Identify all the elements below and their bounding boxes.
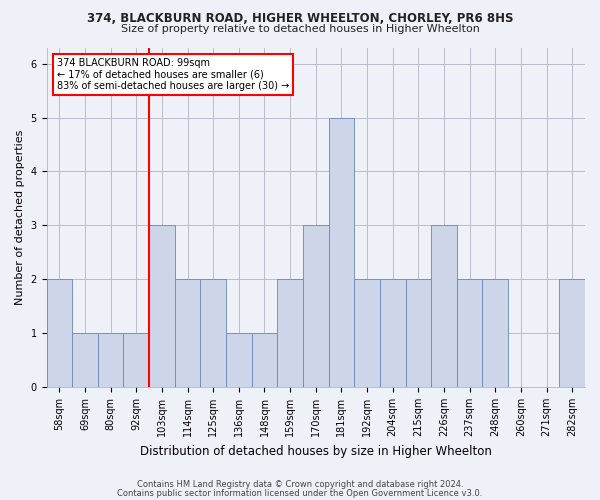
Bar xyxy=(277,280,303,387)
Bar xyxy=(303,226,329,387)
Bar xyxy=(329,118,354,387)
Bar xyxy=(200,280,226,387)
Bar xyxy=(226,333,251,387)
Text: 374, BLACKBURN ROAD, HIGHER WHEELTON, CHORLEY, PR6 8HS: 374, BLACKBURN ROAD, HIGHER WHEELTON, CH… xyxy=(87,12,513,26)
Bar xyxy=(175,280,200,387)
Y-axis label: Number of detached properties: Number of detached properties xyxy=(15,130,25,305)
Bar xyxy=(124,333,149,387)
Bar xyxy=(482,280,508,387)
Text: Contains public sector information licensed under the Open Government Licence v3: Contains public sector information licen… xyxy=(118,489,482,498)
Bar xyxy=(47,280,72,387)
Text: Size of property relative to detached houses in Higher Wheelton: Size of property relative to detached ho… xyxy=(121,24,479,34)
Text: 374 BLACKBURN ROAD: 99sqm
← 17% of detached houses are smaller (6)
83% of semi-d: 374 BLACKBURN ROAD: 99sqm ← 17% of detac… xyxy=(57,58,290,91)
Bar xyxy=(149,226,175,387)
Text: Contains HM Land Registry data © Crown copyright and database right 2024.: Contains HM Land Registry data © Crown c… xyxy=(137,480,463,489)
Bar xyxy=(251,333,277,387)
Bar xyxy=(406,280,431,387)
X-axis label: Distribution of detached houses by size in Higher Wheelton: Distribution of detached houses by size … xyxy=(140,444,492,458)
Bar xyxy=(559,280,585,387)
Bar xyxy=(72,333,98,387)
Bar xyxy=(98,333,124,387)
Bar xyxy=(431,226,457,387)
Bar xyxy=(457,280,482,387)
Bar xyxy=(354,280,380,387)
Bar xyxy=(380,280,406,387)
